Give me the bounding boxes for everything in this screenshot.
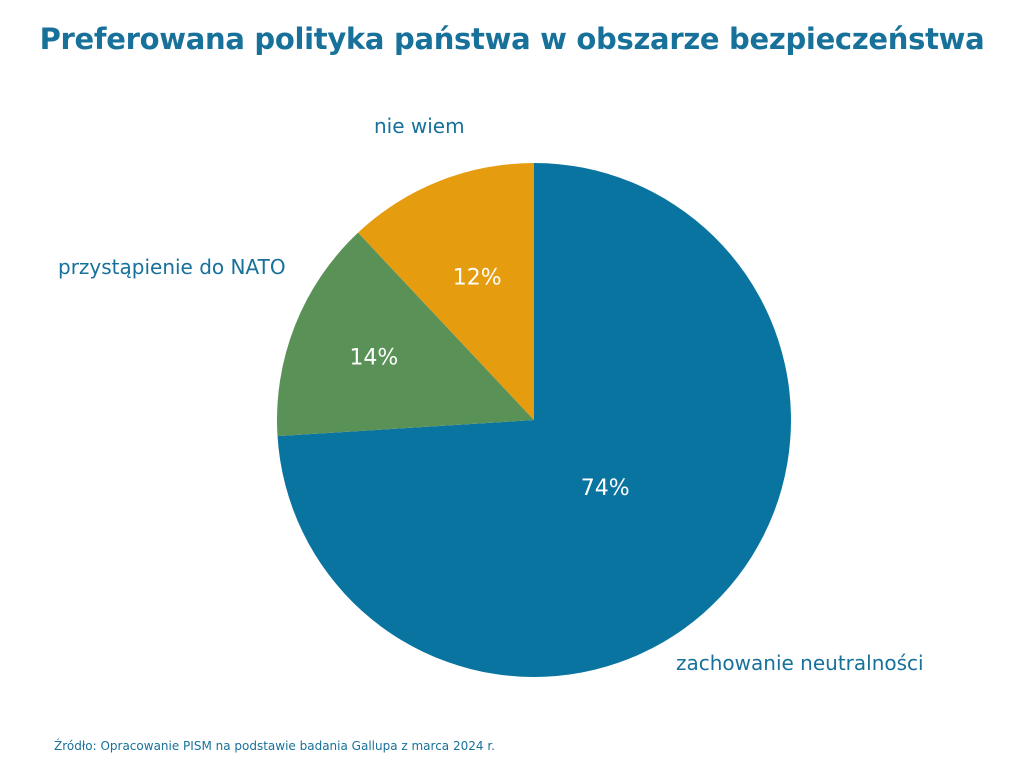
category-label-nie-wiem: nie wiem [374,114,465,138]
chart-title: Preferowana polityka państwa w obszarze … [39,22,985,56]
data-label-1: 14% [349,346,398,371]
pie-slice-1 [277,232,534,437]
data-label-0: 74% [581,476,630,501]
source-note: Źródło: Opracowanie PISM na podstawie ba… [54,739,495,753]
pie-slice-2 [358,163,534,420]
pie-slice-0 [277,163,791,677]
category-label-neutralnosc: zachowanie neutralności [676,651,924,675]
category-label-nato: przystąpienie do NATO [58,255,286,279]
data-label-2: 12% [453,266,502,291]
